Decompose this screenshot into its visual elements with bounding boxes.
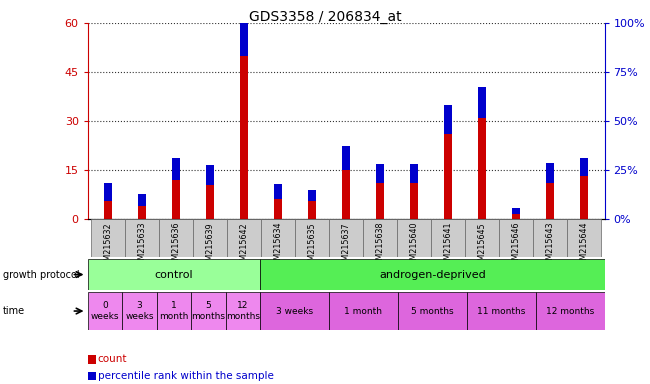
Bar [88,355,96,364]
Bar [260,292,329,330]
Text: GSM215641: GSM215641 [443,222,452,270]
Bar [157,292,191,330]
Text: 5 months: 5 months [411,306,454,316]
Text: 12 months: 12 months [546,306,594,316]
Text: control: control [155,270,193,280]
Bar [159,219,193,257]
Text: GSM215635: GSM215635 [307,222,317,271]
Bar [376,183,384,219]
Text: 1
month: 1 month [159,301,188,321]
Text: growth protocol: growth protocol [3,270,80,280]
Text: GSM215640: GSM215640 [410,222,419,270]
Bar [193,219,227,257]
Bar [376,164,384,183]
Text: 11 months: 11 months [477,306,525,316]
Text: GSM215632: GSM215632 [103,222,112,271]
Text: 12
months: 12 months [226,301,260,321]
Text: GSM215646: GSM215646 [512,222,521,270]
Bar [342,146,350,170]
Bar [465,219,499,257]
Text: androgen-deprived: androgen-deprived [379,270,486,280]
Text: GSM215633: GSM215633 [138,222,147,270]
Bar [206,165,215,185]
Bar [431,219,465,257]
Bar [138,194,146,206]
Text: GSM215644: GSM215644 [580,222,589,270]
Bar [512,208,521,214]
Text: time: time [3,306,25,316]
Bar [104,183,112,201]
Bar [546,164,554,183]
Text: 0
weeks: 0 weeks [91,301,119,321]
Bar [295,219,329,257]
Bar [410,183,419,219]
Text: GSM215637: GSM215637 [342,222,350,271]
Bar [274,199,282,219]
Text: 3
weeks: 3 weeks [125,301,153,321]
Text: GSM215639: GSM215639 [205,222,214,271]
Bar [206,185,215,219]
Bar [240,56,248,219]
Bar [410,164,419,183]
Text: GDS3358 / 206834_at: GDS3358 / 206834_at [249,10,401,23]
Bar [226,292,260,330]
Bar [499,219,533,257]
Bar [260,259,604,290]
Bar [329,292,398,330]
Bar [88,259,260,290]
Bar [580,177,588,219]
Bar [88,372,96,380]
Text: count: count [98,354,127,364]
Bar [308,201,317,219]
Bar [172,180,181,219]
Bar [274,184,282,199]
Bar [397,219,431,257]
Bar [478,87,486,118]
Bar [329,219,363,257]
Bar [467,292,536,330]
Bar [88,292,122,330]
Text: GSM215642: GSM215642 [240,222,249,271]
Bar [533,219,567,257]
Bar [172,158,181,180]
Text: 1 month: 1 month [344,306,382,316]
Bar [122,292,157,330]
Bar [342,170,350,219]
Bar [546,183,554,219]
Text: GSM215643: GSM215643 [545,222,554,270]
Bar [104,201,112,219]
Text: GSM215638: GSM215638 [376,222,385,270]
Text: GSM215636: GSM215636 [172,222,181,270]
Bar [363,219,397,257]
Bar [138,206,146,219]
Bar [580,158,588,177]
Text: 5
months: 5 months [191,301,226,321]
Bar [240,3,248,56]
Bar [444,134,452,219]
Bar [227,219,261,257]
Text: GSM215634: GSM215634 [274,222,283,270]
Bar [125,219,159,257]
Bar [478,118,486,219]
Text: percentile rank within the sample: percentile rank within the sample [98,371,274,381]
Bar [398,292,467,330]
Bar [536,292,605,330]
Bar [91,219,125,257]
Text: GSM215645: GSM215645 [478,222,487,271]
Bar [567,219,601,257]
Text: 3 weeks: 3 weeks [276,306,313,316]
Bar [512,214,521,219]
Bar [308,190,317,201]
Bar [191,292,226,330]
Bar [444,105,452,134]
Bar [261,219,295,257]
